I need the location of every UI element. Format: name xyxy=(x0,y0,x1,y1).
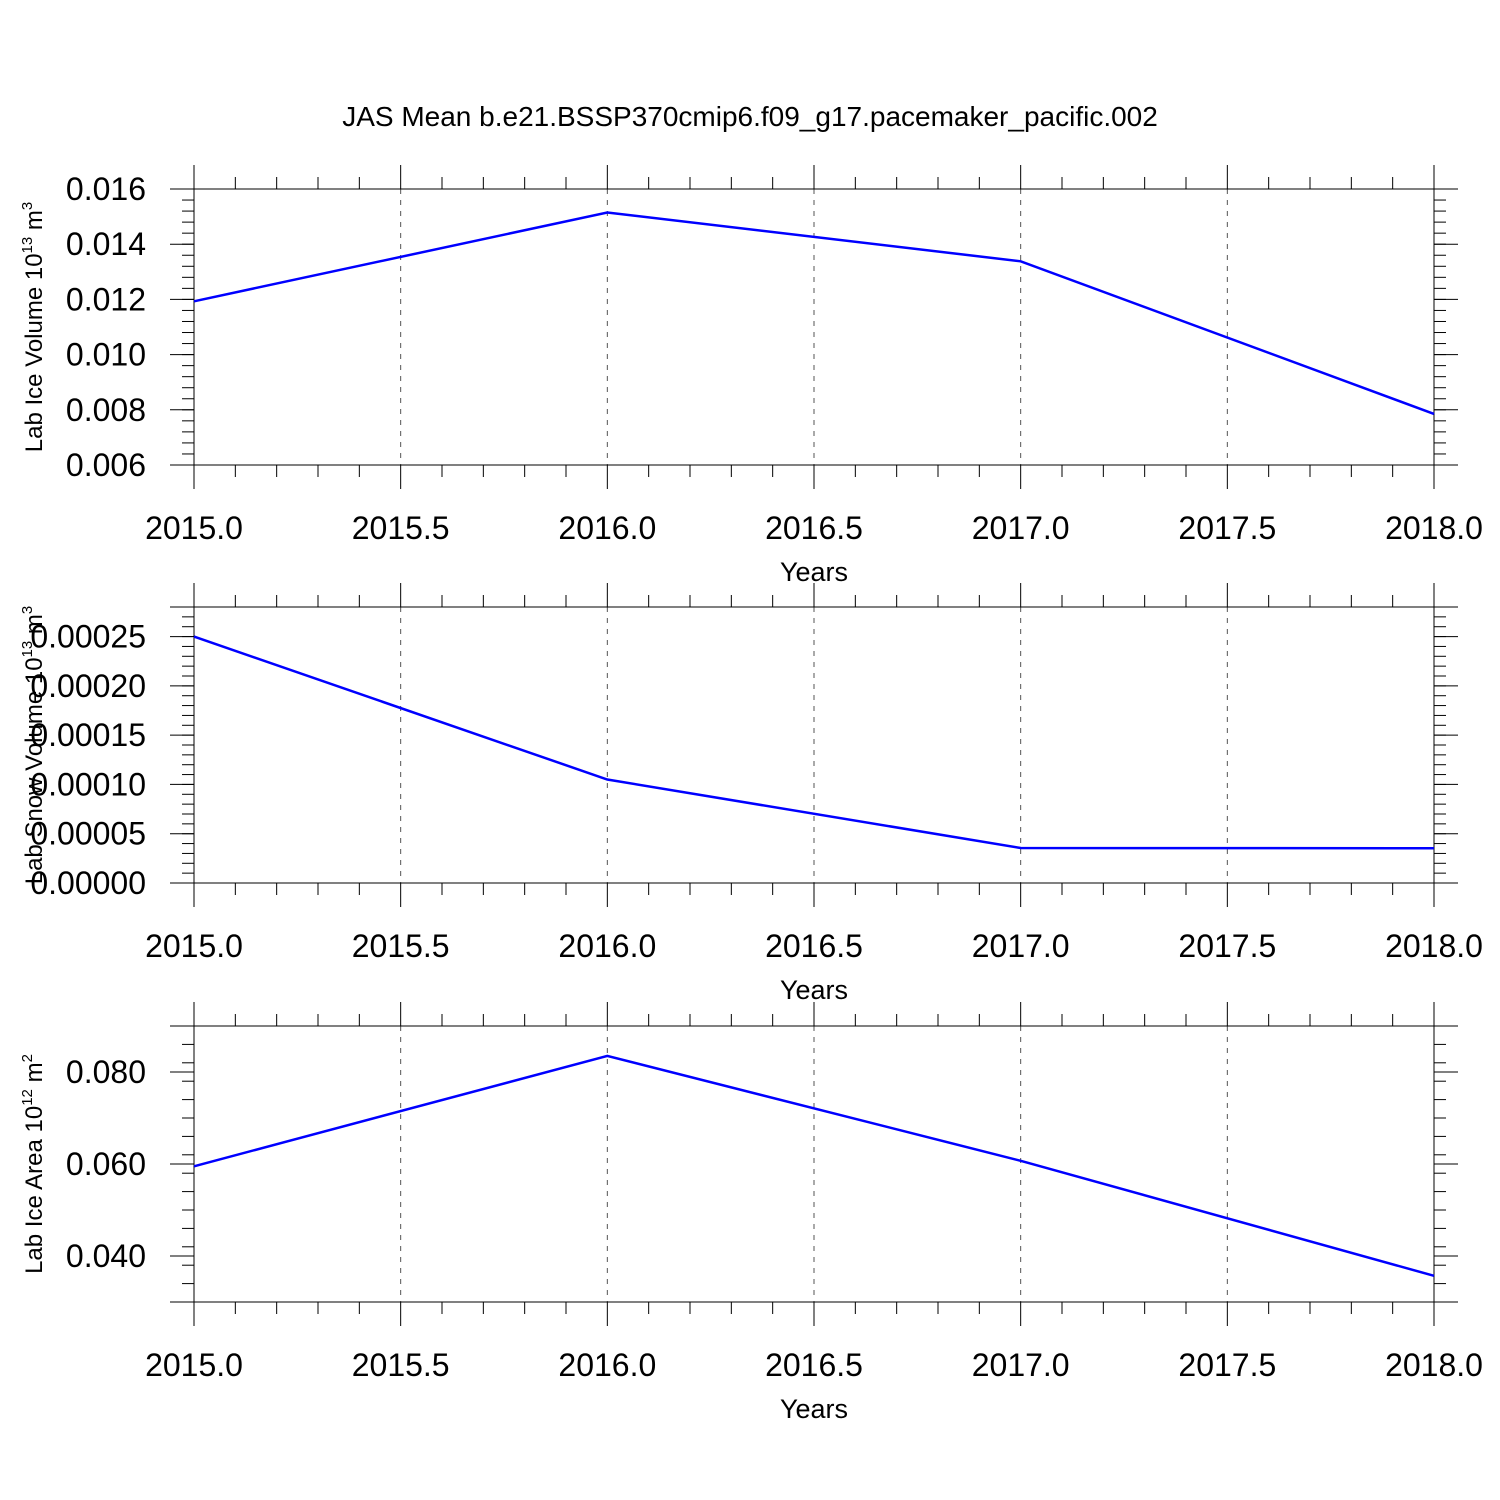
x-axis-label: Years xyxy=(780,1394,848,1424)
x-tick-label: 2015.5 xyxy=(352,510,450,546)
y-axis-label-superscript: 12 xyxy=(19,1089,36,1106)
x-tick-label: 2016.5 xyxy=(765,928,863,964)
y-axis-label: Lab Snow Volume 1013 m3 xyxy=(19,606,49,885)
data-series-line xyxy=(193,1054,1435,1278)
y-axis-label-superscript: 3 xyxy=(19,202,36,210)
chart-panel-1: 2015.0 2015.5 2016.0 2016.5 2017.0 2017.5 2018… xyxy=(19,165,1483,587)
y-tick-label: 0.00015 xyxy=(30,717,146,753)
x-tick-label: 2018.0 xyxy=(1385,928,1483,964)
x-tick-label: 2017.0 xyxy=(972,510,1070,546)
y-axis-label-part: m xyxy=(21,614,48,641)
y-tick-label: 0.00005 xyxy=(30,816,146,852)
y-axis-label-superscript: 13 xyxy=(19,237,36,254)
y-axis-label-superscript: 2 xyxy=(19,1054,36,1062)
x-tick-label: 2015.5 xyxy=(352,1347,450,1383)
y-axis-label-part: m xyxy=(21,210,48,237)
chart-panel-2: 2015.0 2015.5 2016.0 2016.5 2017.0 2017.5 2018… xyxy=(19,583,1483,1005)
y-axis-label-part: m xyxy=(21,1062,48,1089)
x-tick-label: 2016.5 xyxy=(765,510,863,546)
y-axis-label-superscript: 13 xyxy=(19,641,36,658)
chart-panel-3: 2015.0 2015.5 2016.0 2016.5 2017.0 2017.5 2018… xyxy=(19,1002,1483,1424)
y-tick-label: 0.006 xyxy=(66,447,146,483)
x-tick-label: 2017.0 xyxy=(972,1347,1070,1383)
y-tick-label: 0.012 xyxy=(66,281,146,317)
y-tick-label: 0.00000 xyxy=(30,865,146,901)
y-tick-label: 0.060 xyxy=(66,1146,146,1182)
x-tick-label: 2017.5 xyxy=(1178,1347,1276,1383)
x-tick-label: 2015.0 xyxy=(145,928,243,964)
x-axis-label: Years xyxy=(780,557,848,587)
y-tick-label: 0.016 xyxy=(66,171,146,207)
figure-title: JAS Mean b.e21.BSSP370cmip6.f09_g17.pace… xyxy=(342,101,1158,132)
y-tick-label: 0.008 xyxy=(66,392,146,428)
y-tick-label: 0.014 xyxy=(66,226,146,262)
y-tick-label: 0.080 xyxy=(66,1054,146,1090)
y-tick-label: 0.00025 xyxy=(30,619,146,655)
y-tick-label: 0.010 xyxy=(66,337,146,373)
y-axis-label-part: Lab Ice Volume 10 xyxy=(21,253,48,452)
x-tick-label: 2015.0 xyxy=(145,1347,243,1383)
y-axis-label-part: Lab Snow Volume 10 xyxy=(21,657,48,884)
y-axis-label-superscript: 3 xyxy=(19,606,36,614)
data-series-line xyxy=(193,211,1435,416)
x-tick-label: 2015.0 xyxy=(145,510,243,546)
x-tick-label: 2018.0 xyxy=(1385,1347,1483,1383)
x-tick-label: 2016.5 xyxy=(765,1347,863,1383)
y-tick-label: 0.00010 xyxy=(30,766,146,802)
y-axis-label: Lab Ice Area 1012 m2 xyxy=(19,1054,49,1274)
chart-panels: 2015.0 2015.5 2016.0 2016.5 2017.0 2017.5 2018… xyxy=(19,165,1483,1424)
y-axis-label: Lab Ice Volume 1013 m3 xyxy=(19,202,49,453)
y-axis-label-part: Lab Ice Area 10 xyxy=(21,1106,48,1274)
y-tick-label: 0.040 xyxy=(66,1238,146,1274)
x-tick-label: 2017.0 xyxy=(972,928,1070,964)
x-tick-label: 2016.0 xyxy=(558,510,656,546)
x-tick-label: 2016.0 xyxy=(558,928,656,964)
x-tick-label: 2018.0 xyxy=(1385,510,1483,546)
x-tick-label: 2016.0 xyxy=(558,1347,656,1383)
x-tick-label: 2017.5 xyxy=(1178,928,1276,964)
x-tick-label: 2015.5 xyxy=(352,928,450,964)
x-tick-label: 2017.5 xyxy=(1178,510,1276,546)
x-axis-label: Years xyxy=(780,975,848,1005)
data-series-line xyxy=(193,635,1435,850)
y-tick-label: 0.00020 xyxy=(30,668,146,704)
